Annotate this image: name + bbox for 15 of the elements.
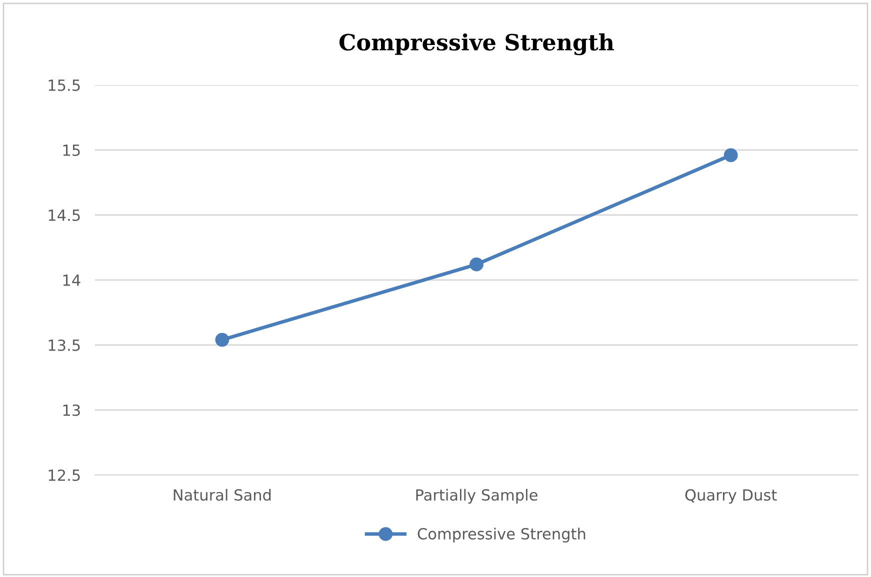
y-tick-label: 13 [63, 404, 80, 416]
x-tick-label: Partially Sample [416, 488, 538, 504]
y-tick-label: 12.5 [48, 469, 80, 482]
point [215, 332, 230, 347]
y-tick-label: 14 [63, 274, 80, 286]
y-tick-label: 15.5 [48, 80, 80, 92]
y-tick-label: 13.5 [48, 339, 80, 352]
y-tick-label: 15 [63, 144, 80, 156]
point [724, 148, 738, 162]
y-tick-label: 14.5 [48, 210, 80, 222]
point [470, 257, 484, 272]
chart-title: Compressive Strength [339, 33, 614, 56]
legend-label: Compressive Strength [418, 528, 586, 543]
x-tick-label: Natural Sand [174, 488, 271, 501]
x-tick-label: Quarry Dust [685, 489, 777, 504]
